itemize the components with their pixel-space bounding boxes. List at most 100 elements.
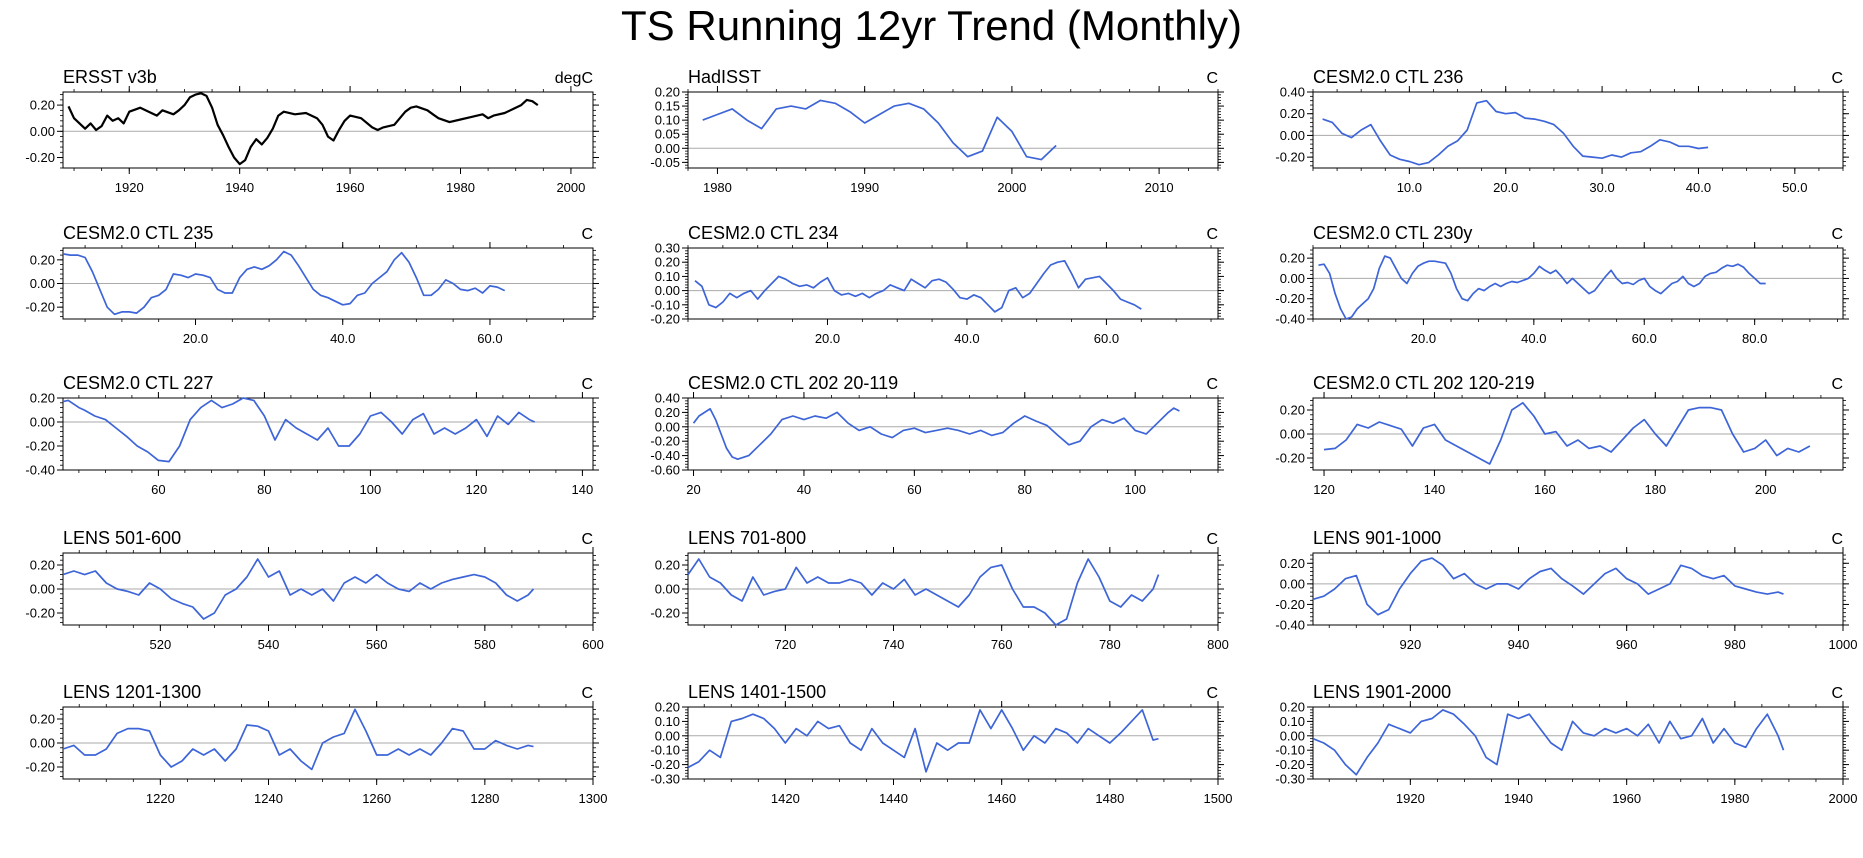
- y-tick-label: 0.20: [655, 700, 680, 715]
- plot-frame: [62, 397, 594, 471]
- plot-frame: [62, 91, 594, 169]
- y-tick-label: 0.00: [655, 728, 680, 743]
- x-tick-label: 60: [151, 482, 165, 497]
- series-line: [687, 558, 1160, 626]
- panel-units: C: [1206, 70, 1218, 87]
- panel-10: 520 540 560 580 600 -0.20 0.00 0.20 LENS 501-600…: [25, 528, 603, 652]
- panel-6: 20.0 40.0 60.0 80.0 -0.40 -0.20 0.00 0.20 CESM2.…: [1275, 223, 1849, 346]
- x-tick-label: 80.0: [1742, 331, 1767, 346]
- panel-title: LENS 1401-1500: [688, 682, 826, 702]
- x-tick-label: 80: [257, 482, 271, 497]
- plot-frame: [687, 706, 1219, 780]
- y-tick-label: -0.20: [1275, 597, 1305, 612]
- x-tick-label: 30.0: [1589, 180, 1614, 195]
- figure-title: TS Running 12yr Trend (Monthly): [621, 2, 1242, 49]
- y-tick-label: -0.05: [650, 155, 680, 170]
- y-tick-label: -0.40: [25, 463, 55, 478]
- y-tick-label: 0.20: [30, 98, 55, 113]
- y-tick-label: 0.20: [1280, 251, 1305, 266]
- x-tick-label: 80: [1018, 482, 1032, 497]
- series-line: [1322, 99, 1709, 166]
- x-tick-label: 1940: [225, 180, 254, 195]
- x-tick-label: 1980: [1720, 791, 1749, 806]
- x-tick-label: 1480: [1095, 791, 1124, 806]
- plot-frame: [687, 91, 1219, 169]
- y-tick-label: 0.20: [1280, 106, 1305, 121]
- y-tick-label: 0.00: [1280, 271, 1305, 286]
- panel-units: C: [581, 226, 593, 243]
- y-tick-label: -0.40: [1275, 618, 1305, 633]
- y-tick-label: 0.20: [30, 558, 55, 573]
- x-tick-label: 580: [474, 637, 496, 652]
- y-tick-label: -0.40: [1275, 312, 1305, 327]
- y-tick-label: 0.20: [655, 85, 680, 100]
- y-tick-label: -0.20: [25, 300, 55, 315]
- panel-7: 60 80 100 120 140 -0.40 -0.20 0.00 0.20 CESM2.0 C…: [25, 373, 599, 497]
- y-tick-label: -0.20: [25, 606, 55, 621]
- series-line: [692, 407, 1180, 461]
- y-tick-label: -0.10: [650, 743, 680, 758]
- y-tick-label: 0.20: [30, 252, 55, 267]
- panel-units: C: [1831, 685, 1843, 702]
- panel-units: C: [1831, 376, 1843, 393]
- panel-4: 20.0 40.0 60.0 -0.20 0.00 0.20 CESM2.0 CTL 235…: [25, 223, 599, 346]
- panel-9: 120 140 160 180 200 -0.20 0.00 0.20 CESM2.0 CTL …: [1275, 373, 1849, 497]
- y-tick-label: 0.20: [1280, 700, 1305, 715]
- panel-15: 1920 1940 1960 1980 2000-0.30-0.20-0.100.000…: [1275, 682, 1857, 806]
- y-tick-label: 0.00: [30, 736, 55, 751]
- x-tick-label: 800: [1207, 637, 1229, 652]
- panel-5: 20.0 40.0 60.0 -0.20-0.100.000.100.200.30 CE…: [650, 223, 1224, 346]
- x-tick-label: 1980: [446, 180, 475, 195]
- panel-1: 1920 1940 1960 1980 2000 -0.20 0.00 0.20 ERSST v…: [25, 67, 599, 195]
- x-tick-label: 20.0: [183, 331, 208, 346]
- x-tick-label: 200: [1755, 482, 1777, 497]
- x-tick-label: 2010: [1145, 180, 1174, 195]
- x-tick-label: 120: [466, 482, 488, 497]
- x-tick-label: 1460: [987, 791, 1016, 806]
- panel-14: 1420 1440 1460 1480 1500-0.30-0.20-0.100.000…: [650, 682, 1232, 806]
- panel-12: 920 940 960 980 1000 -0.40 -0.20 0.00 0.20 LENS 9…: [1275, 528, 1857, 652]
- panel-13: 1220 1240 1260 1280 1300 -0.20 0.00 0.20 LENS 12…: [25, 682, 607, 806]
- y-tick-label: 0.05: [655, 127, 680, 142]
- series-line: [694, 259, 1142, 313]
- x-tick-label: 40.0: [954, 331, 979, 346]
- x-tick-label: 1990: [850, 180, 879, 195]
- y-tick-label: 0.00: [30, 415, 55, 430]
- plot-frame: [1312, 247, 1844, 320]
- x-tick-label: 720: [774, 637, 796, 652]
- y-tick-label: 0.20: [1280, 403, 1305, 418]
- y-tick-label: 0.00: [655, 283, 680, 298]
- panel-title: CESM2.0 CTL 236: [1313, 67, 1463, 87]
- x-tick-label: 100: [1124, 482, 1146, 497]
- plot-frame: [1312, 706, 1844, 780]
- y-tick-label: -0.20: [1275, 150, 1305, 165]
- x-tick-label: 960: [1616, 637, 1638, 652]
- y-tick-label: -0.20: [650, 606, 680, 621]
- x-tick-label: 50.0: [1782, 180, 1807, 195]
- y-tick-label: -0.20: [1275, 451, 1305, 466]
- x-tick-label: 20: [686, 482, 700, 497]
- x-tick-label: 20.0: [1493, 180, 1518, 195]
- x-tick-label: 20.0: [815, 331, 840, 346]
- x-tick-label: 1000: [1829, 637, 1858, 652]
- x-tick-label: 1440: [879, 791, 908, 806]
- y-tick-label: 0.00: [30, 276, 55, 291]
- y-tick-label: 0.00: [1280, 728, 1305, 743]
- x-tick-label: 1980: [703, 180, 732, 195]
- y-tick-label: -0.10: [1275, 743, 1305, 758]
- panel-8: 20 40 60 80 100 -0.60-0.40-0.200.000.200.40 CE…: [650, 373, 1224, 497]
- y-tick-label: 0.00: [1280, 427, 1305, 442]
- x-tick-label: 1420: [771, 791, 800, 806]
- y-tick-label: 0.40: [655, 391, 680, 406]
- plot-frame: [687, 397, 1219, 471]
- x-tick-label: 1280: [470, 791, 499, 806]
- x-tick-label: 120: [1313, 482, 1335, 497]
- y-tick-label: 0.00: [655, 141, 680, 156]
- x-tick-label: 1300: [579, 791, 608, 806]
- panel-units: C: [1831, 531, 1843, 548]
- y-tick-label: -0.20: [650, 312, 680, 327]
- series-line: [1312, 709, 1785, 776]
- series-line: [62, 558, 535, 620]
- x-tick-label: 980: [1724, 637, 1746, 652]
- x-tick-label: 1220: [146, 791, 175, 806]
